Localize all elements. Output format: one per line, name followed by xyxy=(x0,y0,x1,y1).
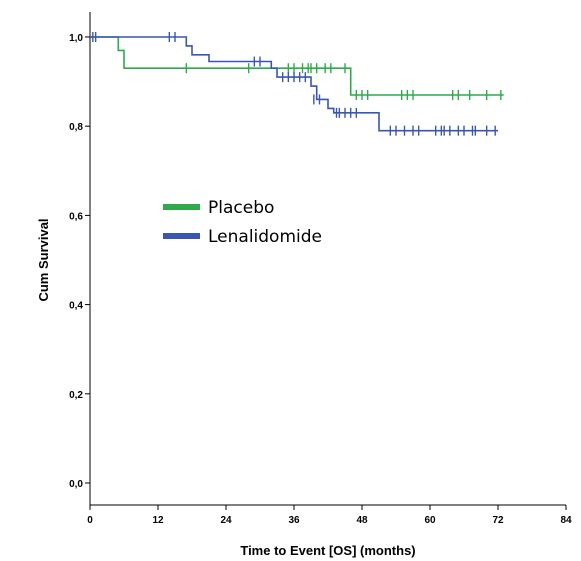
legend-swatch-lenalidomide xyxy=(163,233,200,239)
y-tick-label: 0,4 xyxy=(69,301,83,312)
y-tick-label: 0,8 xyxy=(69,122,83,133)
x-tick-label: 24 xyxy=(220,515,232,526)
plot-area xyxy=(90,32,504,136)
axes: 0 12 24 36 48 60 72 84 0,0 0,2 0,4 0,6 0,8 1,0 xyxy=(69,12,572,526)
series-lenalidomide xyxy=(90,32,498,136)
legend-label-lenalidomide: Lenalidomide xyxy=(208,227,322,247)
series-placebo xyxy=(90,36,504,100)
x-tick-label: 60 xyxy=(424,515,436,526)
legend-label-placebo: Placebo xyxy=(208,198,274,218)
y-tick-label: 0,2 xyxy=(69,390,83,401)
survival-line-placebo xyxy=(90,36,504,96)
x-tick-label: 0 xyxy=(87,515,93,526)
x-tick-label: 48 xyxy=(356,515,368,526)
x-tick-label: 72 xyxy=(492,515,504,526)
y-tick-label: 0,6 xyxy=(69,211,83,222)
x-tick-label: 36 xyxy=(288,515,300,526)
y-tick-label: 1,0 xyxy=(69,33,83,44)
x-tick-label: 12 xyxy=(152,515,164,526)
y-tick-label: 0,0 xyxy=(69,479,83,490)
legend-swatch-placebo xyxy=(163,204,200,210)
x-tick-label: 84 xyxy=(560,515,572,526)
legend: Placebo Lenalidomide xyxy=(163,198,322,247)
survival-line-lenalidomide xyxy=(90,36,498,132)
y-axis-title: Cum Survival xyxy=(36,218,51,301)
x-axis-title: Time to Event [OS] (months) xyxy=(240,543,415,558)
